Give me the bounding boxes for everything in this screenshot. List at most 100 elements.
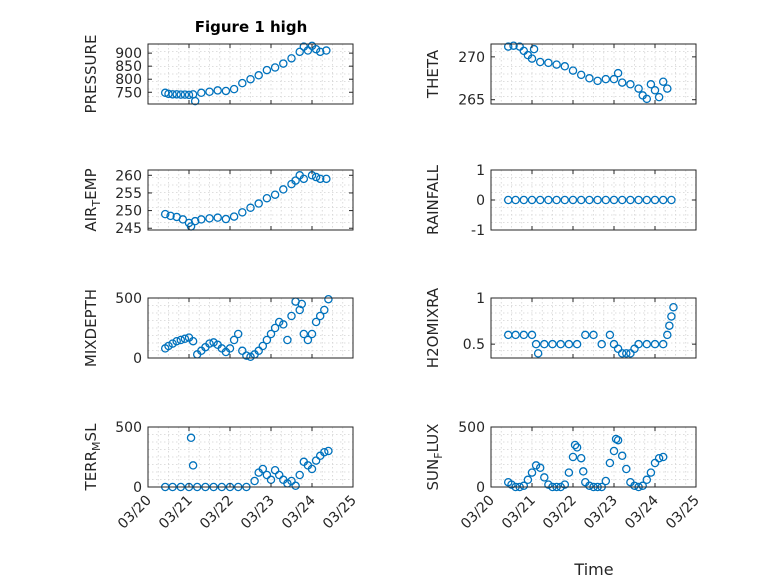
rainfall-point [585, 195, 594, 205]
terr_msl-point [270, 465, 280, 475]
theta-point [593, 76, 602, 86]
sun_flux-point [544, 480, 553, 489]
terr_msl-point [324, 446, 333, 456]
rainfall-point [650, 195, 660, 205]
sun_flux-ytick-label: 500 [458, 420, 485, 436]
pressure-point [262, 65, 272, 75]
mixdepth-ytick-label: 500 [115, 291, 142, 307]
mixdepth-point [315, 311, 325, 321]
sun_flux-point [560, 480, 570, 489]
mixdepth-plot-area [148, 298, 353, 358]
pressure-point [287, 54, 296, 63]
sun_flux-point [585, 481, 594, 491]
terr_msl-point [250, 476, 259, 486]
mixdepth-point [279, 320, 288, 329]
sun_flux-point [654, 453, 664, 463]
h2omixra-point [669, 302, 678, 312]
terr_msl-plot-area [148, 427, 353, 487]
mixdepth-point [188, 336, 198, 346]
sun_flux-point [576, 453, 586, 463]
sun_flux-point [630, 481, 639, 491]
sun_flux-xtick-label: 03/25 [663, 493, 703, 533]
sun_flux-xtick-label: 03/22 [540, 493, 580, 533]
rainfall-point [552, 195, 561, 205]
h2omixra-point [540, 339, 549, 349]
air_temp-point [238, 208, 247, 217]
h2omixra-point [511, 330, 520, 340]
air_temp-point [213, 213, 222, 222]
terr_msl-xtick-label: 03/21 [156, 493, 196, 533]
air_temp-point [190, 216, 200, 226]
mixdepth-point [283, 335, 292, 345]
sun_flux-xtick-label: 03/24 [622, 492, 662, 532]
theta-point [617, 78, 627, 87]
h2omixra-point [658, 339, 668, 349]
rainfall-point [511, 195, 520, 205]
air_temp-point [246, 203, 255, 213]
theta-point [642, 94, 652, 104]
pressure-point [197, 88, 206, 98]
terr_msl-point [320, 447, 329, 457]
sun_flux-point [601, 476, 611, 486]
air_temp-point [279, 185, 288, 194]
pressure-point [180, 90, 190, 99]
air_temp-point [311, 172, 321, 182]
mixdepth-point [274, 317, 284, 327]
panel-theta: 265 270 THETA [424, 41, 697, 109]
terr_msl-point [311, 456, 321, 465]
h2omixra-point [572, 339, 582, 349]
pressure-axes-box [147, 43, 354, 105]
theta-axes-box [490, 43, 697, 105]
mixdepth-point [168, 339, 177, 348]
h2omixra-point [622, 349, 631, 358]
terr_msl-point [295, 470, 304, 480]
air_temp-ytick-label: 255 [115, 186, 142, 202]
sun_flux-point [507, 480, 516, 489]
air_temp-point [197, 215, 206, 224]
terr_msl-xtick-label: 03/23 [238, 493, 278, 533]
h2omixra-point [617, 349, 627, 358]
theta-point [585, 74, 594, 83]
sun_flux-point [613, 435, 623, 445]
rainfall-point [593, 195, 602, 205]
rainfall-ytick-label: 1 [476, 163, 485, 179]
terr_msl-ylabel: TERRMSL [82, 423, 103, 492]
mixdepth-point [172, 336, 181, 346]
mixdepth-point [297, 299, 306, 309]
theta-point [503, 42, 513, 51]
mixdepth-point [324, 294, 333, 304]
pressure-point [172, 90, 181, 99]
panel-mixdepth: 0 500 MIXDEPTH [82, 289, 354, 367]
mixdepth-axes-box [147, 297, 354, 359]
air_temp-point [221, 214, 231, 224]
theta-point [646, 80, 656, 89]
h2omixra-point [519, 330, 529, 340]
sun_flux-point [609, 446, 619, 456]
theta-point [509, 41, 518, 50]
pressure-point [295, 47, 304, 57]
h2omixra-point [650, 339, 660, 349]
air_temp-point [299, 174, 309, 184]
theta-point [560, 62, 570, 71]
h2omixra-point [531, 339, 541, 349]
sun_flux-point [540, 473, 549, 482]
rainfall-point [609, 195, 619, 205]
rainfall-point [568, 195, 578, 205]
terr_msl-xtick-label: 03/20 [115, 493, 155, 533]
h2omixra-point [581, 330, 590, 340]
terr_msl-ytick-label: 0 [133, 480, 142, 496]
h2omixra-point [527, 330, 537, 340]
panel-sun_flux: 0 500 03/20 03/21 03/22 03/23 03/24 03/25 SUNFLU… [424, 420, 703, 532]
h2omixra-point [589, 330, 598, 340]
theta-point [568, 66, 578, 75]
sun_flux-xtick-label: 03/20 [458, 493, 498, 533]
mixdepth-point [258, 341, 268, 351]
terr_msl-axes-box [147, 426, 354, 488]
theta-point [626, 80, 635, 89]
sun_flux-point [605, 458, 615, 468]
theta-point [609, 74, 619, 84]
sun_flux-point [519, 481, 529, 491]
sun_flux-point [527, 468, 537, 477]
air_temp-point [166, 211, 175, 221]
